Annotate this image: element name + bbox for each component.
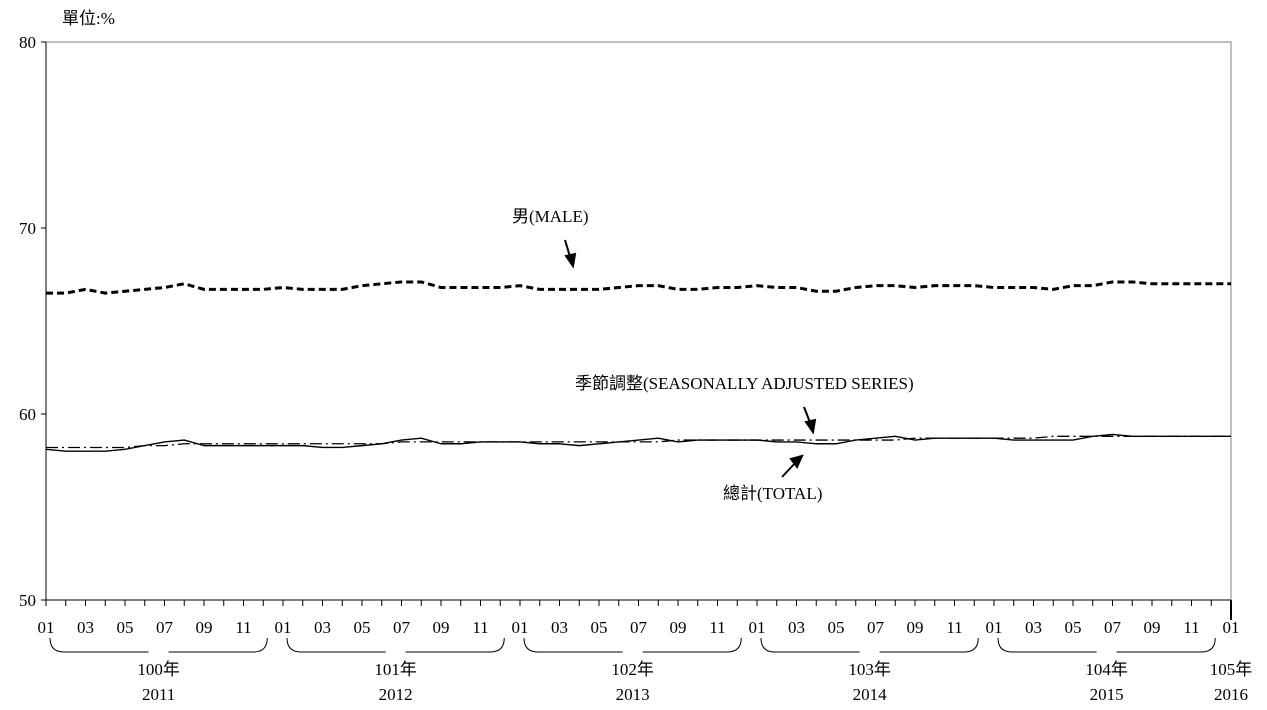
y-tick-label: 60 bbox=[19, 405, 36, 424]
x-tick-label: 03 bbox=[77, 618, 94, 637]
x-tick-label: 03 bbox=[314, 618, 331, 637]
annotation-total: 總計(TOTAL) bbox=[723, 484, 822, 503]
x-tick-label: 01 bbox=[986, 618, 1003, 637]
x-tick-label: 07 bbox=[156, 618, 174, 637]
x-tick-label: 09 bbox=[433, 618, 450, 637]
x-tick-label: 01 bbox=[1223, 618, 1240, 637]
annotation-male: 男(MALE) bbox=[512, 207, 588, 226]
x-tick-label: 05 bbox=[117, 618, 134, 637]
y-tick-label: 50 bbox=[19, 591, 36, 610]
series-line-0 bbox=[46, 280, 1231, 295]
year-label-roc: 101年 bbox=[374, 660, 417, 679]
x-tick-label: 01 bbox=[512, 618, 529, 637]
x-tick-label: 01 bbox=[749, 618, 766, 637]
x-tick-label: 05 bbox=[354, 618, 371, 637]
arrow-seasonal-icon bbox=[803, 406, 817, 435]
y-tick-label: 80 bbox=[19, 33, 36, 52]
year-label-ad: 2013 bbox=[616, 685, 650, 704]
x-tick-label: 03 bbox=[551, 618, 568, 637]
x-tick-label: 07 bbox=[630, 618, 648, 637]
arrow-male-icon bbox=[564, 239, 577, 269]
x-tick-label: 05 bbox=[828, 618, 845, 637]
x-tick-label: 09 bbox=[670, 618, 687, 637]
year-label-ad: 2014 bbox=[853, 685, 888, 704]
year-brace bbox=[49, 637, 268, 653]
year-label-roc: 104年 bbox=[1085, 660, 1128, 679]
year-label-ad: 2015 bbox=[1090, 685, 1124, 704]
year-label-ad: 2016 bbox=[1214, 685, 1248, 704]
x-tick-label: 09 bbox=[196, 618, 213, 637]
x-tick-label: 09 bbox=[1144, 618, 1161, 637]
year-brace bbox=[760, 637, 979, 653]
year-brace bbox=[286, 637, 505, 653]
series-line-1 bbox=[45, 433, 1231, 452]
axes: 50 60 70 80 01 03 05 07 09 11 01 03 05 07 09 11 01 03 05 07… bbox=[19, 33, 1252, 704]
x-tick-label: 01 bbox=[38, 618, 55, 637]
year-label-roc: 105年 bbox=[1210, 660, 1253, 679]
plot-frame bbox=[45, 41, 1232, 601]
x-tick-label: 07 bbox=[1104, 618, 1122, 637]
series-layer bbox=[45, 280, 1231, 452]
x-tick-label: 09 bbox=[907, 618, 924, 637]
x-tick-label: 11 bbox=[709, 618, 725, 637]
x-tick-label: 07 bbox=[393, 618, 411, 637]
annotation-seasonal: 季節調整(SEASONALLY ADJUSTED SERIES) bbox=[575, 374, 914, 393]
year-label-roc: 100年 bbox=[137, 660, 180, 679]
year-label-ad: 2012 bbox=[379, 685, 413, 704]
year-label-ad: 2011 bbox=[142, 685, 175, 704]
y-tick-label: 70 bbox=[19, 219, 36, 238]
x-tick-label: 03 bbox=[1025, 618, 1042, 637]
x-tick-label: 11 bbox=[1183, 618, 1199, 637]
x-tick-label: 01 bbox=[275, 618, 292, 637]
x-tick-label: 11 bbox=[472, 618, 488, 637]
x-tick-label: 11 bbox=[235, 618, 251, 637]
x-tick-label: 07 bbox=[867, 618, 885, 637]
x-tick-label: 03 bbox=[788, 618, 805, 637]
year-label-roc: 103年 bbox=[848, 660, 891, 679]
x-tick-label: 05 bbox=[591, 618, 608, 637]
unit-label: 單位:% bbox=[62, 9, 115, 28]
arrow-total-icon bbox=[781, 454, 804, 478]
x-tick-label: 11 bbox=[946, 618, 962, 637]
year-brace bbox=[523, 637, 742, 653]
year-label-roc: 102年 bbox=[611, 660, 654, 679]
year-brace bbox=[997, 637, 1216, 653]
x-tick-label: 05 bbox=[1065, 618, 1082, 637]
